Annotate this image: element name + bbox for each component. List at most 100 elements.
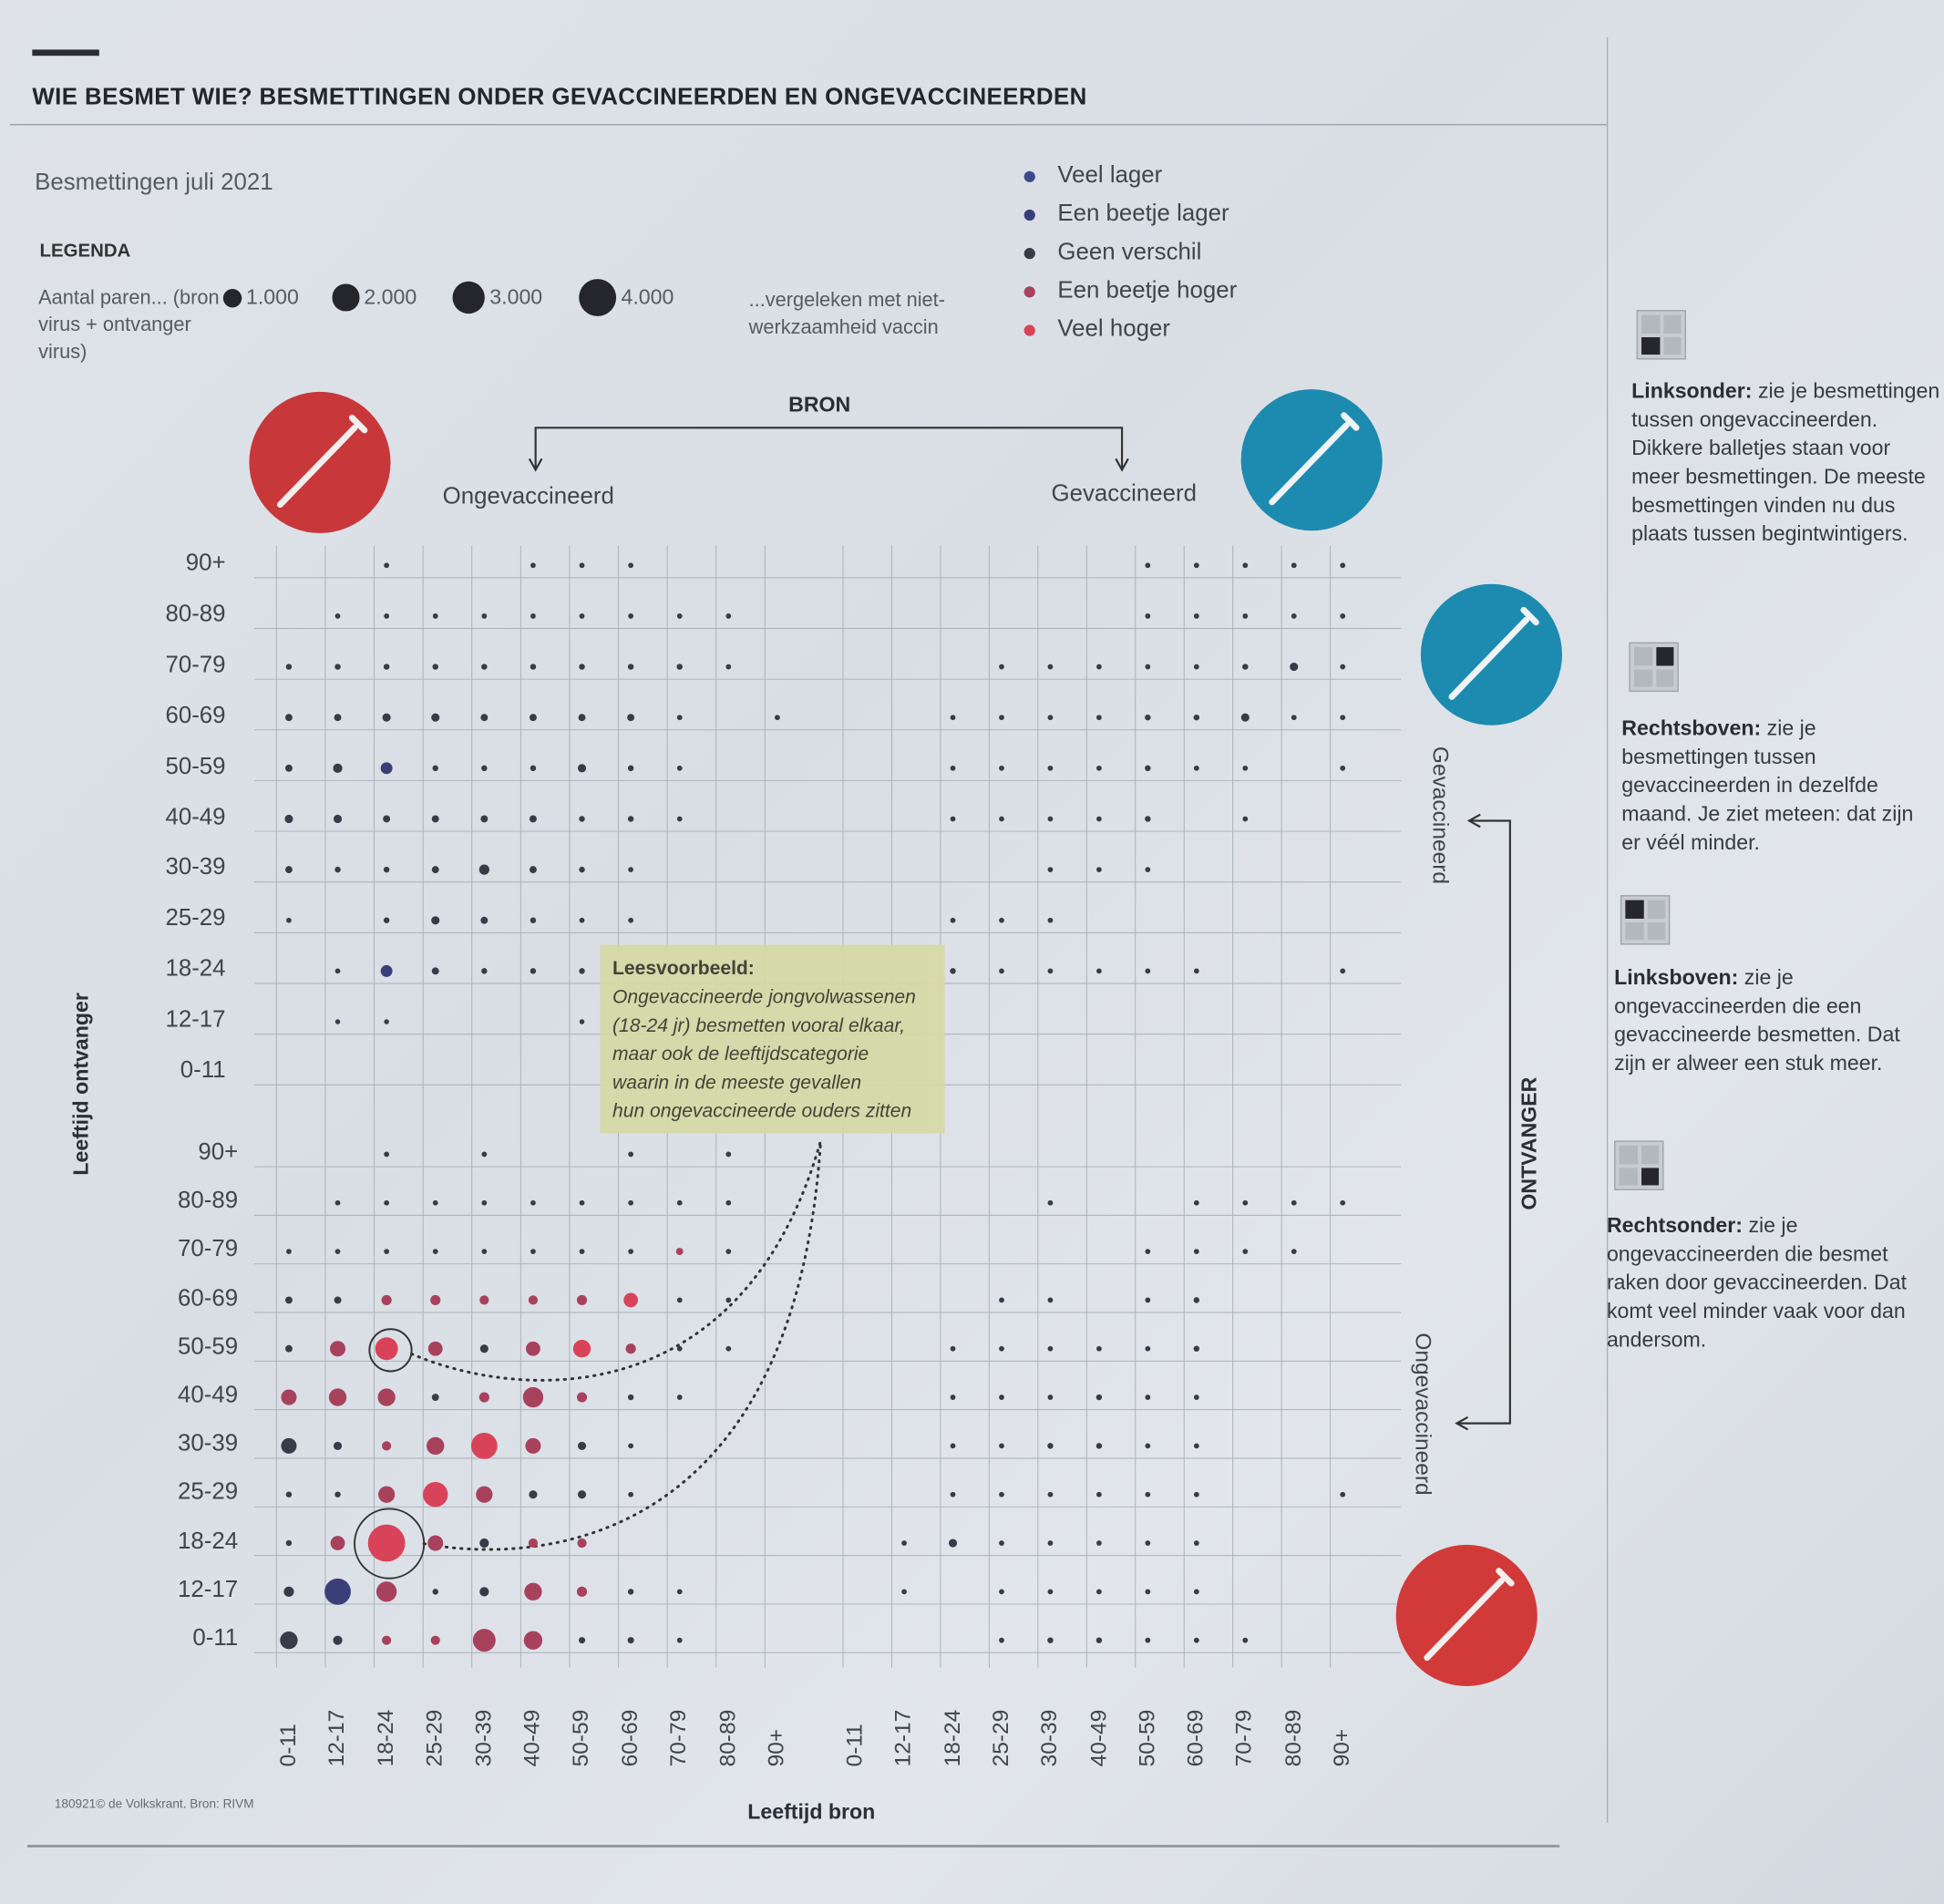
- chart-dot: [384, 562, 390, 569]
- chart-dot: [431, 815, 439, 823]
- chart-dot: [676, 715, 683, 721]
- chart-dot: [383, 664, 390, 670]
- chart-dot: [1193, 765, 1199, 771]
- chart-dot: [950, 715, 956, 721]
- leader-dotted-lines: [410, 1138, 823, 1551]
- chart-dot: [950, 1345, 956, 1352]
- chart-dot: [1096, 715, 1102, 721]
- chart-dot: [725, 1151, 732, 1158]
- chart-dot: [1047, 867, 1054, 872]
- y-tick-label: 0-11: [180, 1057, 226, 1084]
- chart-dot: [430, 1294, 441, 1305]
- source-vaccinated-label: Gevaccineerd: [1051, 480, 1198, 508]
- chart-dot: [999, 1540, 1004, 1546]
- chart-dot: [1145, 1491, 1151, 1497]
- y-tick-label: 12-17: [178, 1577, 239, 1603]
- note-heading: Leesvoorbeeld:: [612, 958, 755, 980]
- chart-dot: [1193, 1345, 1200, 1352]
- chart-dot: [579, 1019, 585, 1024]
- chart-dot: [430, 1635, 440, 1645]
- size-legend-dot: [333, 284, 359, 311]
- y-tick-label: 40-49: [165, 804, 226, 830]
- chart-dot: [576, 1294, 588, 1305]
- chart-dot: [384, 1249, 390, 1254]
- chart-dot: [523, 1631, 543, 1650]
- legend-size-text: Aantal paren... (bron virus + ontvanger …: [38, 287, 220, 364]
- chart-dot: [423, 1482, 448, 1508]
- chart-dot: [1145, 664, 1151, 670]
- chart-dot: [431, 916, 440, 925]
- chart-dot: [627, 1394, 634, 1401]
- chart-dot: [999, 1345, 1004, 1352]
- chart-dot: [328, 1388, 347, 1406]
- chart-dot: [1145, 968, 1151, 974]
- chart-dot: [284, 814, 293, 824]
- quadrant-icon-bottom-left: [1636, 310, 1687, 360]
- x-tick-label: 90+: [1329, 1728, 1354, 1767]
- chart-dot: [432, 1199, 438, 1206]
- chart-dot: [1145, 765, 1151, 772]
- title-accent-bar: [32, 49, 99, 57]
- chart-dot: [1047, 1491, 1054, 1497]
- chart-dot: [576, 1586, 588, 1597]
- y-tick-label: 40-49: [178, 1382, 239, 1409]
- chart-dot: [481, 664, 488, 670]
- legend-compare-text: ...vergeleken met niet-werkzaamheid vacc…: [748, 290, 945, 339]
- chart-dot: [725, 664, 732, 670]
- size-legend-label: 4.000: [621, 284, 674, 309]
- quadrant-icon-top-right: [1629, 642, 1679, 693]
- chart-dot: [1340, 765, 1346, 771]
- chart-dot: [1242, 816, 1249, 822]
- chart-dot: [628, 613, 634, 619]
- chart-dot: [478, 864, 489, 875]
- chart-dot: [999, 917, 1004, 923]
- chart-dot: [1096, 816, 1102, 822]
- chart-dot: [577, 764, 587, 773]
- note-line: waarin in de meeste gevallen: [612, 1072, 862, 1094]
- chart-dot: [1047, 1345, 1054, 1352]
- chart-dot: [627, 1589, 634, 1595]
- chart-dot: [375, 1581, 397, 1602]
- chart-dot: [577, 1490, 587, 1499]
- chart-dot: [334, 1249, 341, 1254]
- chart-dot: [1047, 816, 1054, 822]
- x-tick-label: 0-11: [274, 1724, 301, 1767]
- chart-dot: [725, 1249, 732, 1254]
- chart-dot: [1145, 816, 1151, 822]
- chart-dot: [334, 664, 341, 670]
- chart-dot: [1145, 1395, 1151, 1400]
- chart-dot: [579, 613, 585, 619]
- chart-dot: [1145, 1443, 1151, 1449]
- x-tick-label: 12-17: [890, 1709, 916, 1767]
- chart-dot: [950, 917, 956, 923]
- chart-dot: [281, 1389, 297, 1405]
- size-legend-dot: [452, 281, 485, 314]
- chart-dot: [950, 1395, 956, 1400]
- side-note-title: Rechtsonder:: [1606, 1213, 1743, 1238]
- chart-dot: [284, 1296, 293, 1304]
- y-tick-label: 0-11: [192, 1625, 239, 1652]
- chart-dot: [1193, 1589, 1199, 1595]
- category-dot: [1023, 170, 1035, 182]
- recipient-bracket: [1455, 813, 1511, 1431]
- chart-dot: [334, 866, 341, 873]
- divider: [26, 1845, 1560, 1847]
- x-tick-label: 50-59: [568, 1709, 593, 1767]
- note-line: hun ongevaccineerde ouders zitten: [612, 1100, 912, 1123]
- chart-dot: [1145, 714, 1151, 721]
- x-tick-label: 60-69: [617, 1709, 643, 1767]
- chart-dot: [950, 816, 956, 822]
- category-dot: [1023, 324, 1035, 335]
- y-tick-label: 18-24: [178, 1528, 239, 1555]
- chart-dot: [628, 1443, 634, 1449]
- chart-dot: [530, 968, 537, 974]
- note-line: maar ook de leeftijdscategorie: [612, 1044, 869, 1065]
- chart-dot: [529, 866, 537, 874]
- chart-dot: [367, 1524, 406, 1562]
- chart-dot: [324, 1578, 351, 1605]
- y-tick-label: 70-79: [178, 1236, 239, 1263]
- side-note-text: zie je ongevaccineerden die een gevaccin…: [1614, 965, 1900, 1076]
- chart-dot: [530, 562, 536, 569]
- chart-dot: [481, 613, 488, 619]
- chart-dot: [1193, 664, 1199, 670]
